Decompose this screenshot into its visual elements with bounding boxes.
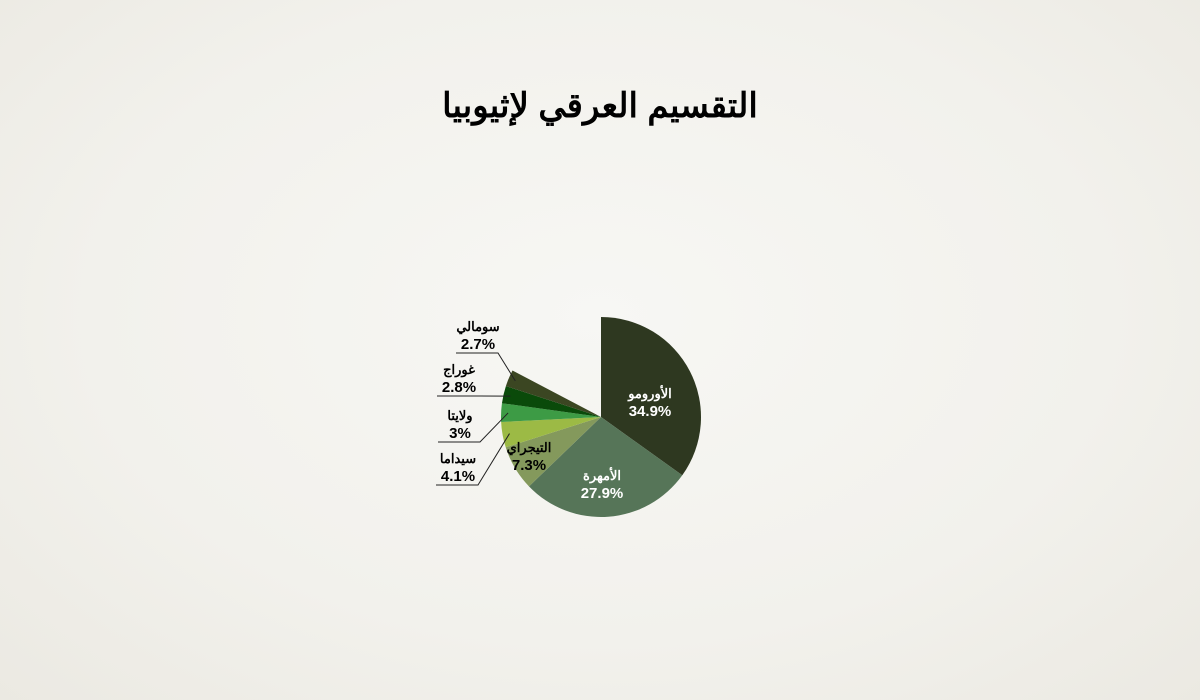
chart-title: التقسيم العرقي لإثيوبيا (442, 87, 758, 125)
pie-slice (501, 403, 601, 423)
slice-label: ولايتا (447, 408, 472, 424)
pie-slice (601, 317, 701, 476)
leader-line (456, 352, 516, 382)
slice-value-label: 4.1% (441, 468, 475, 485)
slice-label: الأورومو (627, 385, 672, 402)
slice-label: سومالي (456, 319, 499, 335)
pie-slice (505, 417, 601, 487)
leader-line (438, 412, 509, 443)
pie-slice (501, 417, 601, 448)
slice-label: سيداما (440, 451, 476, 466)
slice-value-label: 2.8% (442, 379, 476, 396)
slice-value-label: 7.3% (512, 457, 546, 474)
slice-value-label: 3% (449, 425, 471, 442)
pie-slice (501, 386, 601, 417)
slice-label: غوراج (443, 362, 475, 378)
slice-value-label: 2.7% (461, 336, 495, 353)
pie-slice (528, 417, 683, 517)
slice-label: التيجراي (507, 440, 552, 456)
slice-label: الأمهرة (583, 467, 621, 484)
slice-value-label: 27.9% (581, 485, 624, 502)
leader-line (436, 433, 510, 486)
pie-slice (505, 370, 601, 417)
slice-value-label: 34.9% (629, 403, 672, 420)
